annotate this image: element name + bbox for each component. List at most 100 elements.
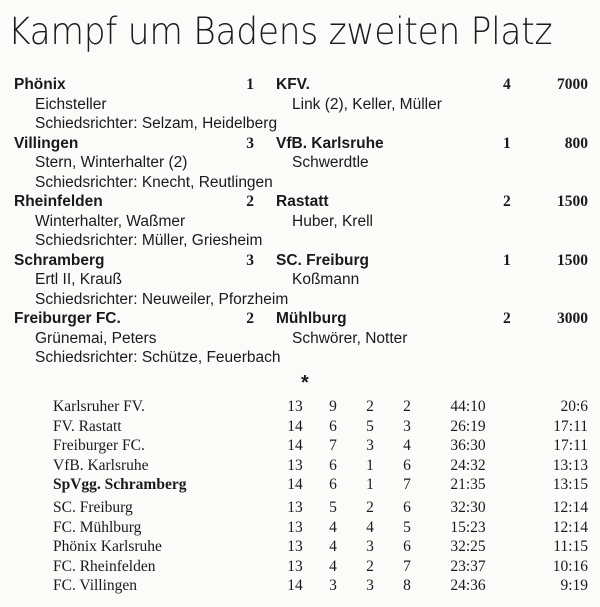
match-result-line: Schramberg 3 SC. Freiburg 1 1500 — [0, 252, 600, 272]
team-name: Karlsruher FV. — [53, 398, 145, 415]
lost: 6 — [403, 538, 411, 556]
goals: 15:23 — [450, 518, 486, 536]
points: 12:14 — [552, 518, 588, 536]
lost: 3 — [403, 417, 411, 435]
goals: 23:37 — [450, 557, 486, 575]
home-goals: 3 — [246, 251, 254, 269]
drawn: 2 — [366, 398, 374, 415]
played: 13 — [287, 557, 303, 575]
home-team: Villingen — [14, 134, 79, 152]
won: 5 — [329, 499, 337, 516]
away-goals: 4 — [503, 76, 511, 93]
drawn: 1 — [366, 476, 374, 494]
attendance: 3000 — [557, 310, 588, 327]
referee: Schiedsrichter: Knecht, Reutlingen — [35, 173, 273, 191]
match-result-line: Phönix 1 KFV. 4 7000 — [0, 76, 600, 96]
won: 6 — [329, 476, 337, 494]
away-scorers: Huber, Krell — [292, 212, 373, 230]
drawn: 3 — [366, 437, 374, 455]
attendance: 1500 — [557, 193, 588, 210]
drawn: 1 — [366, 456, 374, 474]
drawn: 2 — [366, 499, 374, 516]
away-team: Rastatt — [276, 193, 329, 210]
played: 14 — [287, 476, 303, 494]
won: 6 — [329, 456, 337, 474]
away-team: Mühlburg — [276, 310, 347, 327]
away-scorers: Schwerdtle — [292, 154, 369, 171]
lost: 6 — [403, 456, 411, 474]
table-row: SC. Freiburg 13 5 2 6 32:30 12:14 — [0, 499, 600, 519]
away-team: KFV. — [276, 76, 310, 93]
home-team: Freiburger FC. — [14, 310, 121, 327]
won: 7 — [329, 437, 337, 455]
home-team: Rheinfelden — [14, 193, 103, 210]
points: 11:15 — [553, 538, 588, 556]
goals: 26:19 — [450, 417, 486, 435]
section-separator: * — [301, 372, 309, 394]
team-name: FC. Rheinfelden — [53, 557, 156, 575]
played: 13 — [287, 518, 303, 536]
played: 14 — [287, 577, 303, 595]
home-scorers: Stern, Winterhalter (2) — [35, 154, 188, 171]
scorers-line: Ertl II, Krauß Koßmann — [0, 271, 600, 291]
drawn: 5 — [366, 417, 374, 435]
team-name: SC. Freiburg — [53, 499, 133, 516]
points: 20:6 — [560, 398, 588, 415]
team-name: SpVgg. Schramberg — [53, 476, 187, 494]
referee-line: Schiedsrichter: Müller, Griesheim — [0, 232, 600, 252]
goals: 24:32 — [450, 456, 486, 474]
away-scorers: Schwörer, Notter — [292, 329, 408, 347]
attendance: 1500 — [557, 251, 588, 269]
attendance: 800 — [564, 134, 588, 152]
drawn: 3 — [366, 538, 374, 556]
match-result-line: Freiburger FC. 2 Mühlburg 2 3000 — [0, 310, 600, 330]
referee-line: Schiedsrichter: Selzam, Heidelberg — [0, 115, 600, 135]
away-scorers: Koßmann — [292, 271, 360, 288]
scorers-line: Grünemai, Peters Schwörer, Notter — [0, 330, 600, 350]
home-goals: 2 — [246, 310, 254, 327]
match-result-line: Villingen 3 VfB. Karlsruhe 1 800 — [0, 135, 600, 155]
match-result-line: Rheinfelden 2 Rastatt 2 1500 — [0, 193, 600, 213]
team-name: Phönix Karlsruhe — [53, 538, 162, 556]
scorers-line: Eichsteller Link (2), Keller, Müller — [0, 96, 600, 116]
table-row: FC. Mühlburg 13 4 4 5 15:23 12:14 — [0, 519, 600, 539]
played: 14 — [287, 417, 303, 435]
home-team: Phönix — [14, 76, 66, 93]
won: 9 — [329, 398, 337, 415]
table-row: VfB. Karlsruhe 13 6 1 6 24:32 13:13 — [0, 457, 600, 477]
referee-line: Schiedsrichter: Neuweiler, Pforzheim — [0, 291, 600, 311]
lost: 5 — [403, 518, 411, 536]
drawn: 2 — [366, 557, 374, 575]
goals: 32:30 — [450, 499, 486, 516]
away-goals: 1 — [503, 134, 511, 152]
goals: 44:10 — [450, 398, 486, 415]
referee: Schiedsrichter: Schütze, Feuerbach — [35, 349, 281, 366]
away-scorers: Link (2), Keller, Müller — [292, 95, 442, 113]
played: 13 — [287, 456, 303, 474]
scorers-line: Winterhalter, Waßmer Huber, Krell — [0, 213, 600, 233]
won: 3 — [329, 577, 337, 595]
referee: Schiedsrichter: Neuweiler, Pforzheim — [35, 290, 289, 308]
points: 13:15 — [552, 476, 588, 494]
drawn: 4 — [366, 518, 374, 536]
drawn: 3 — [366, 577, 374, 595]
played: 13 — [287, 538, 303, 556]
lost: 2 — [403, 398, 411, 415]
away-goals: 2 — [503, 310, 511, 327]
lost: 8 — [403, 577, 411, 595]
page-title: Kampf um Badens zweiten Platz — [8, 10, 553, 53]
lost: 4 — [403, 437, 411, 455]
away-team: SC. Freiburg — [276, 251, 370, 269]
goals: 36:30 — [450, 437, 486, 455]
away-goals: 2 — [503, 193, 511, 210]
goals: 21:35 — [450, 476, 486, 494]
won: 4 — [329, 557, 337, 575]
team-name: FV. Rastatt — [53, 417, 122, 435]
played: 14 — [287, 437, 303, 455]
table-row: FC. Villingen 14 3 3 8 24:36 9:19 — [0, 577, 600, 597]
table-row: FV. Rastatt 14 6 5 3 26:19 17:11 — [0, 418, 600, 438]
referee: Schiedsrichter: Selzam, Heidelberg — [35, 115, 278, 132]
home-scorers: Winterhalter, Waßmer — [35, 212, 186, 230]
table-row: Freiburger FC. 14 7 3 4 36:30 17:11 — [0, 437, 600, 457]
away-goals: 1 — [503, 251, 511, 269]
